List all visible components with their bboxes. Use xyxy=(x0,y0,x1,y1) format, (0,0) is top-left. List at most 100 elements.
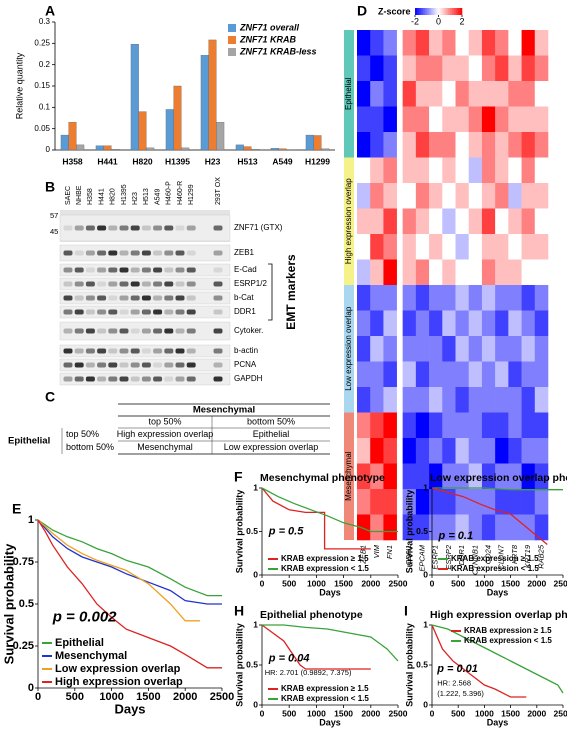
colorbar-step xyxy=(430,8,433,15)
y-tick-label: 0 xyxy=(423,699,428,709)
x-tick-label: 2500 xyxy=(389,578,408,588)
band xyxy=(186,295,196,301)
x-tick-label: 500 xyxy=(451,578,465,588)
blot-row-label: b-actin xyxy=(234,346,258,355)
bar xyxy=(208,39,217,151)
heatmap-cell xyxy=(495,387,509,413)
heatmap-cell xyxy=(402,234,417,260)
heatmap-cell xyxy=(468,412,483,439)
heatmap-cell xyxy=(415,412,430,439)
band xyxy=(119,250,129,256)
heatmap-cell xyxy=(442,387,456,413)
heatmap-cell xyxy=(468,336,483,362)
band xyxy=(153,362,163,368)
band xyxy=(74,295,84,301)
band xyxy=(153,328,163,334)
band xyxy=(97,376,107,382)
bar xyxy=(165,109,174,151)
band xyxy=(63,376,73,382)
column-header: bottom 50% xyxy=(247,416,295,426)
heatmap-cell xyxy=(429,361,443,388)
column-label: ESRP1 xyxy=(431,545,440,570)
heatmap-cell xyxy=(481,438,496,464)
row-group-bar xyxy=(344,285,354,413)
column-label: ZEB1 xyxy=(359,545,368,565)
colorbar-step xyxy=(454,8,457,15)
heatmap-cell xyxy=(481,30,496,56)
chart-title: High expression overlap phenotype xyxy=(430,609,567,621)
heatmap-cell xyxy=(508,259,522,286)
band xyxy=(97,309,107,315)
row-group-label: Low expression overlap xyxy=(344,306,353,391)
lane-label: H820 xyxy=(110,188,117,205)
annotation: (1.222, 5.396) xyxy=(437,689,484,698)
legend-label: ZNF71 overall xyxy=(239,22,300,32)
table-cell: Epithelial xyxy=(253,429,290,439)
band xyxy=(186,281,196,287)
x-tick-label: 2500 xyxy=(210,691,234,703)
heatmap-cell xyxy=(468,106,483,133)
heatmap-cell xyxy=(357,463,371,490)
band xyxy=(141,225,151,231)
survival-curve xyxy=(37,519,222,605)
band xyxy=(141,281,151,287)
band xyxy=(186,328,196,334)
x-tick-label: 1500 xyxy=(334,578,353,588)
heatmap-cell xyxy=(481,361,496,388)
heatmap-cell xyxy=(402,55,417,82)
band xyxy=(153,225,163,231)
heatmap-cell xyxy=(521,106,536,133)
y-tick-label: 1 xyxy=(28,514,34,526)
x-tick-label: 2000 xyxy=(361,708,380,718)
x-axis-label: Days xyxy=(319,587,341,597)
bar xyxy=(60,134,69,151)
heatmap-cell xyxy=(495,310,509,337)
band xyxy=(175,225,185,231)
legend-label: KRAB expression < 1.5 xyxy=(451,564,539,573)
band xyxy=(63,281,73,287)
x-axis-label: Days xyxy=(487,717,509,727)
colorbar-step xyxy=(434,8,437,15)
heatmap-cell xyxy=(495,106,509,133)
heatmap-cell xyxy=(495,514,509,541)
lane-label: H1395 xyxy=(121,184,128,205)
y-tick-label: 0 xyxy=(28,682,34,694)
heatmap-cell xyxy=(429,259,443,286)
band xyxy=(153,267,163,273)
heatmap-cell xyxy=(383,489,397,515)
lane-label: H513 xyxy=(143,188,150,205)
heatmap-cell xyxy=(468,514,483,541)
band xyxy=(63,328,73,334)
bar xyxy=(181,147,190,151)
annotation: p = 0.5 xyxy=(268,525,304,537)
heatmap-cell xyxy=(442,183,456,209)
survival-curve xyxy=(261,487,371,550)
x-tick-label: 2000 xyxy=(527,708,546,718)
column-label: ESRP2 xyxy=(444,544,453,569)
band xyxy=(63,225,73,231)
table-cell: Mesenchymal xyxy=(137,442,193,452)
heatmap-cell xyxy=(402,361,417,388)
band xyxy=(213,309,223,315)
heatmap-cell xyxy=(442,208,456,235)
group-label: EMT markers xyxy=(284,254,298,330)
x-tick-label: 1000 xyxy=(307,708,326,718)
y-tick-label: 1 xyxy=(253,619,258,629)
chart-title: Low expression overlap phenotype xyxy=(430,472,567,484)
heatmap-cell xyxy=(468,157,483,184)
heatmap-cell xyxy=(429,30,443,56)
heatmap-cell xyxy=(508,412,522,439)
heatmap-cell xyxy=(455,234,470,260)
survival-curve xyxy=(261,487,398,533)
column-header: top 50% xyxy=(148,416,181,426)
band xyxy=(186,267,196,273)
heatmap-cell xyxy=(415,259,430,286)
band xyxy=(108,362,118,368)
heatmap-cell xyxy=(495,157,509,184)
y-tick-label: 0.3 xyxy=(39,17,51,26)
band xyxy=(153,376,163,382)
heatmap-cell xyxy=(521,412,536,439)
panel-label: H xyxy=(234,603,244,619)
heatmap-cell xyxy=(402,438,417,464)
band xyxy=(130,250,140,256)
